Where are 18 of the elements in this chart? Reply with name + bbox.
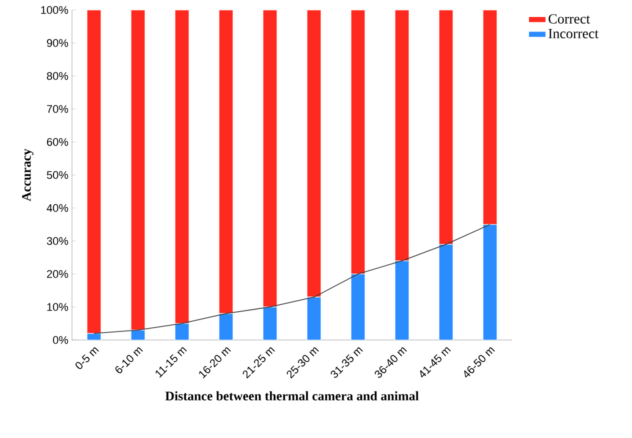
y-tick-label: 90% (46, 39, 68, 47)
y-tick-label: 0% (52, 336, 68, 344)
y-tick-label: 100% (41, 6, 68, 14)
y-tick-label: 10% (47, 303, 68, 311)
x-tick-label: 0-5 m (76, 347, 99, 369)
y-tick-label: 40% (46, 204, 68, 212)
x-tick-label: 6-10 m (115, 347, 143, 374)
legend-label: Incorrect (548, 28, 599, 38)
legend-label: Correct (548, 14, 590, 24)
y-tick-label: 30% (46, 237, 68, 245)
y-tick-label: 60% (47, 138, 68, 146)
line-series (94, 224, 490, 334)
y-tick-label: 50% (46, 171, 68, 179)
y-axis-title: Accuracy (22, 148, 34, 202)
y-tick-label: 20% (47, 270, 68, 278)
y-tick-label: 70% (47, 105, 68, 113)
x-axis-title: Distance between thermal camera and animal (165, 391, 419, 400)
y-tick-label: 80% (46, 72, 68, 80)
